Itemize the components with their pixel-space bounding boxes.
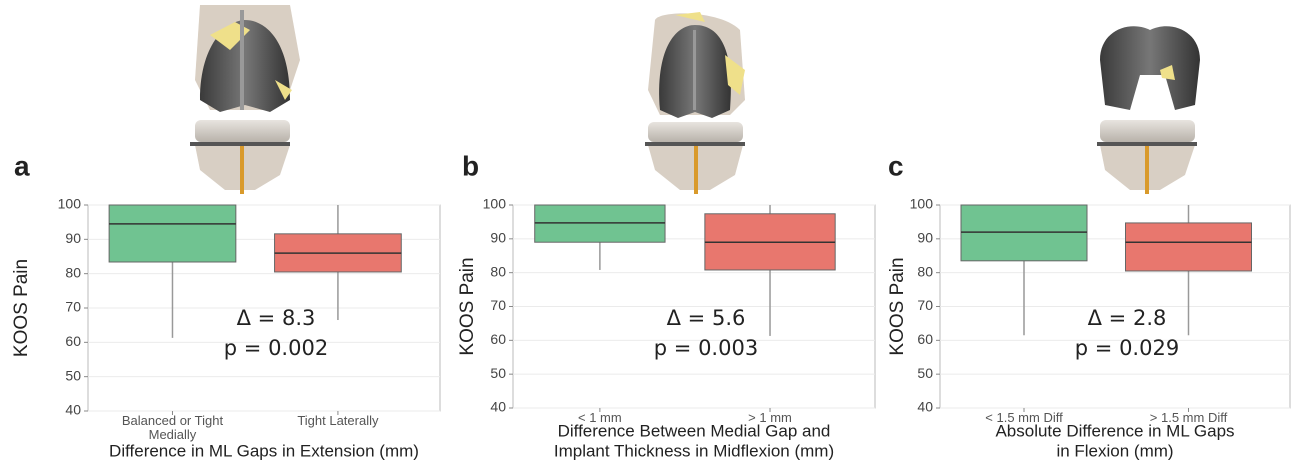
y-tick-label: 90 <box>65 230 81 246</box>
knee-illustration-c <box>1097 26 1200 194</box>
x-tick-label: > 1.5 mm Diff <box>1149 411 1228 425</box>
y-tick-label: 40 <box>490 399 506 415</box>
x-tick-label: Balanced or Tight Medially <box>121 414 224 442</box>
y-tick-label: 70 <box>490 297 506 313</box>
y-tick-label: 80 <box>490 263 506 279</box>
box <box>108 204 237 263</box>
y-tick-label: 90 <box>917 230 933 246</box>
x-tick-label: < 1 mm <box>578 411 622 425</box>
x-tick-label-box: Tight Laterally <box>297 414 379 428</box>
y-tick-label: 50 <box>65 367 81 383</box>
y-tick-label: 60 <box>65 333 81 349</box>
panel-label: b <box>462 150 479 181</box>
y-axis-label: KOOS Pain <box>11 259 32 357</box>
y-tick-label: 100 <box>910 196 934 212</box>
x-axis-label: Absolute Difference in ML Gaps <box>995 421 1234 440</box>
panel-label: a <box>14 150 30 181</box>
x-tick-label: > 1 mm <box>748 411 792 425</box>
y-tick-label: 60 <box>917 331 933 347</box>
y-tick-label: 50 <box>917 365 933 381</box>
y-tick-label: 90 <box>490 230 506 246</box>
annotation: Δ = 5.6 <box>667 306 746 330</box>
y-tick-label: 70 <box>65 299 81 315</box>
box <box>1125 222 1252 272</box>
x-tick-label-box: Balanced or Tight Medially <box>121 414 224 442</box>
panel-label: c <box>888 150 904 181</box>
x-tick-label-box: > 1 mm <box>748 411 792 425</box>
x-tick-label-box: > 1.5 mm Diff <box>1149 411 1228 425</box>
y-tick-label: 70 <box>917 297 933 313</box>
annotation: p = 0.029 <box>1075 336 1179 360</box>
x-tick-label: < 1.5 mm Diff <box>985 411 1063 425</box>
knee-illustration-a <box>190 5 300 194</box>
x-tick-label: Tight Laterally <box>297 414 379 428</box>
annotation: p = 0.002 <box>224 336 328 360</box>
x-axis-label: Difference Between Medial Gap and <box>558 421 831 440</box>
knee-illustration-b <box>645 12 745 194</box>
y-tick-label: 50 <box>490 365 506 381</box>
y-tick-label: 80 <box>65 264 81 280</box>
x-axis-label: Implant Thickness in Midflexion (mm) <box>554 441 834 460</box>
y-tick-label: 100 <box>58 196 82 212</box>
x-axis-label: in Flexion (mm) <box>1056 441 1173 460</box>
x-tick-label-box: < 1.5 mm Diff <box>985 411 1063 425</box>
y-tick-label: 40 <box>917 399 933 415</box>
y-axis-label: KOOS Pain <box>457 257 478 355</box>
y-tick-label: 40 <box>65 402 81 418</box>
box <box>960 204 1088 262</box>
x-tick-label-box: < 1 mm <box>578 411 622 425</box>
y-tick-label: 100 <box>483 196 507 212</box>
y-axis-label: KOOS Pain <box>887 257 908 355</box>
x-axis-label: Difference in ML Gaps in Extension (mm) <box>109 441 419 460</box>
annotation: Δ = 2.8 <box>1088 306 1167 330</box>
y-tick-label: 80 <box>917 263 933 279</box>
y-tick-label: 60 <box>490 331 506 347</box>
annotation: p = 0.003 <box>654 336 758 360</box>
annotation: Δ = 8.3 <box>237 306 316 330</box>
